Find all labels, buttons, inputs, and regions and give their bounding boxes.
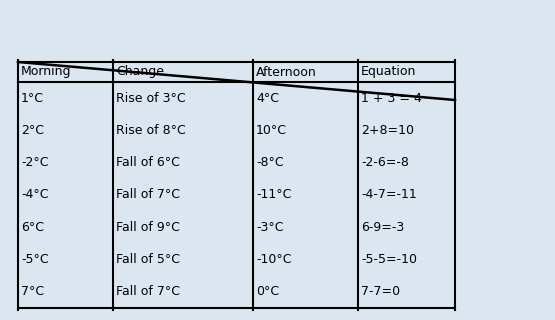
Text: 1 + 3 = 4: 1 + 3 = 4 bbox=[361, 92, 422, 105]
Text: Afternoon: Afternoon bbox=[256, 66, 317, 78]
Text: -11°C: -11°C bbox=[256, 188, 291, 202]
Text: -3°C: -3°C bbox=[256, 221, 284, 234]
Text: 6°C: 6°C bbox=[21, 221, 44, 234]
Text: -8°C: -8°C bbox=[256, 156, 284, 169]
Text: Equation: Equation bbox=[361, 66, 416, 78]
Text: -4°C: -4°C bbox=[21, 188, 48, 202]
Text: 7-7=0: 7-7=0 bbox=[361, 285, 400, 298]
Text: Fall of 9°C: Fall of 9°C bbox=[116, 221, 180, 234]
Text: 0°C: 0°C bbox=[256, 285, 279, 298]
Text: -5-5=-10: -5-5=-10 bbox=[361, 253, 417, 266]
Text: 4°C: 4°C bbox=[256, 92, 279, 105]
Text: Fall of 7°C: Fall of 7°C bbox=[116, 285, 180, 298]
Text: 1°C: 1°C bbox=[21, 92, 44, 105]
Text: Rise of 3°C: Rise of 3°C bbox=[116, 92, 185, 105]
Text: -4-7=-11: -4-7=-11 bbox=[361, 188, 417, 202]
Text: 6-9=-3: 6-9=-3 bbox=[361, 221, 404, 234]
Text: 2°C: 2°C bbox=[21, 124, 44, 137]
Text: 7°C: 7°C bbox=[21, 285, 44, 298]
Text: Morning: Morning bbox=[21, 66, 72, 78]
Text: -10°C: -10°C bbox=[256, 253, 291, 266]
Text: -2-6=-8: -2-6=-8 bbox=[361, 156, 409, 169]
Text: -2°C: -2°C bbox=[21, 156, 48, 169]
Text: Change: Change bbox=[116, 66, 164, 78]
Text: 2+8=10: 2+8=10 bbox=[361, 124, 414, 137]
Text: Fall of 6°C: Fall of 6°C bbox=[116, 156, 180, 169]
Text: Fall of 5°C: Fall of 5°C bbox=[116, 253, 180, 266]
Text: -5°C: -5°C bbox=[21, 253, 49, 266]
Text: Fall of 7°C: Fall of 7°C bbox=[116, 188, 180, 202]
Text: Rise of 8°C: Rise of 8°C bbox=[116, 124, 186, 137]
Text: 10°C: 10°C bbox=[256, 124, 287, 137]
